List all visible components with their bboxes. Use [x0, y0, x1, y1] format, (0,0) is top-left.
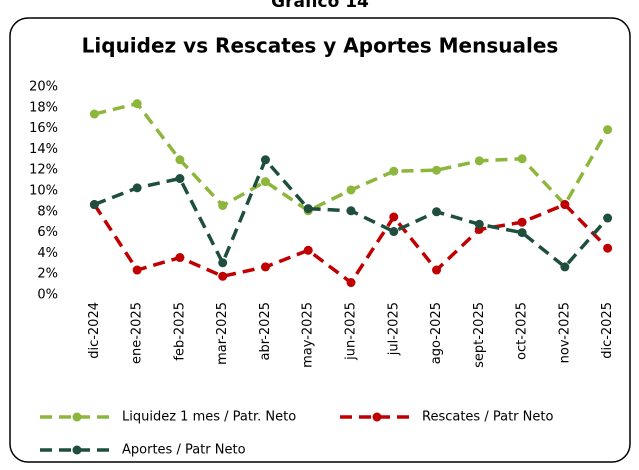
x-tick-label: may-2025 — [301, 302, 316, 368]
point — [346, 278, 356, 288]
legend-marker — [72, 445, 82, 455]
legend-label: Rescates / Patr Neto — [422, 410, 553, 425]
point — [260, 155, 270, 165]
y-tick-label: 0% — [37, 288, 58, 303]
point — [218, 258, 228, 268]
point — [603, 213, 613, 223]
legend-marker — [372, 412, 382, 422]
point — [132, 265, 142, 275]
figure-label: Gráfico 14 — [271, 0, 369, 12]
y-tick-label: 2% — [37, 267, 58, 282]
legend-label: Liquidez 1 mes / Patr. Neto — [122, 410, 296, 425]
y-tick-label: 10% — [29, 184, 58, 199]
point — [260, 177, 270, 187]
x-tick-label: jun-2025 — [344, 302, 359, 361]
y-tick-label: 14% — [29, 142, 58, 157]
point — [346, 185, 356, 195]
frame — [9, 17, 631, 463]
y-tick-label: 12% — [29, 163, 58, 178]
x-tick-label: jul-2025 — [386, 302, 401, 356]
point — [389, 227, 399, 237]
point — [89, 109, 99, 119]
point — [517, 217, 527, 227]
point — [474, 219, 484, 229]
point — [474, 156, 484, 166]
x-tick-label: feb-2025 — [172, 302, 187, 361]
point — [303, 245, 313, 255]
x-tick-label: mar-2025 — [215, 302, 230, 365]
point — [432, 265, 442, 275]
x-tick-label: sept-2025 — [472, 302, 487, 368]
point — [517, 228, 527, 238]
point — [603, 243, 613, 253]
point — [603, 125, 613, 135]
x-tick-label: oct-2025 — [515, 302, 530, 360]
point — [432, 207, 442, 217]
x-tick-label: dic-2024 — [87, 302, 102, 359]
point — [175, 155, 185, 165]
chart-title: Liquidez vs Rescates y Aportes Mensuales — [82, 34, 559, 58]
point — [560, 200, 570, 210]
point — [89, 200, 99, 210]
y-tick-label: 4% — [37, 246, 58, 261]
point — [218, 201, 228, 211]
y-tick-label: 16% — [29, 121, 58, 136]
point — [132, 99, 142, 109]
point — [218, 271, 228, 281]
point — [517, 154, 527, 164]
point — [132, 183, 142, 193]
point — [432, 165, 442, 175]
y-tick-label: 8% — [37, 204, 58, 219]
point — [175, 174, 185, 184]
y-tick-label: 20% — [29, 80, 58, 95]
x-tick-label: ago-2025 — [429, 302, 444, 364]
point — [303, 204, 313, 214]
point — [346, 206, 356, 216]
x-tick-label: nov-2025 — [557, 302, 572, 363]
y-tick-label: 6% — [37, 225, 58, 240]
x-tick-label: dic-2025 — [600, 302, 615, 359]
legend-marker — [72, 412, 82, 422]
point — [560, 262, 570, 272]
point — [389, 166, 399, 176]
point — [175, 253, 185, 263]
legend-label: Aportes / Patr Neto — [122, 443, 246, 458]
y-tick-label: 18% — [29, 100, 58, 115]
point — [260, 262, 270, 272]
x-tick-label: ene-2025 — [130, 302, 145, 364]
point — [389, 212, 399, 222]
x-tick-label: abr-2025 — [258, 302, 273, 361]
